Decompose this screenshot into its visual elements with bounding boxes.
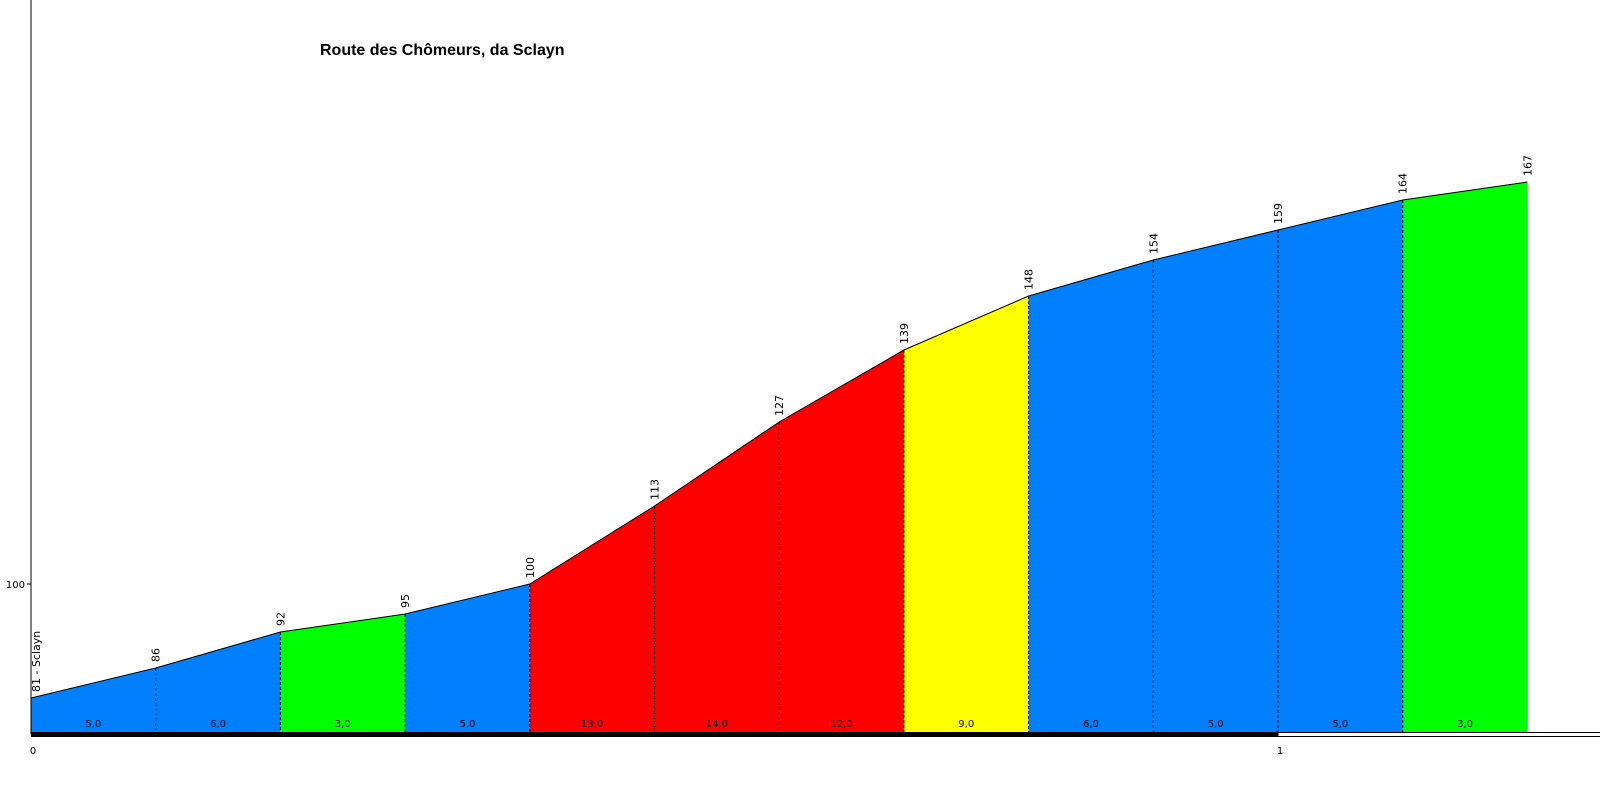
gradient-label: 9,0 — [958, 719, 974, 730]
gradient-label: 3,0 — [1457, 719, 1473, 730]
gradient-segment — [1028, 260, 1154, 732]
elevation-label: 167 — [1521, 155, 1534, 176]
elevation-label: 113 — [649, 479, 662, 500]
gradient-label: 5,0 — [85, 719, 101, 730]
gradient-label: 5,0 — [1332, 719, 1348, 730]
elevation-label: 139 — [898, 323, 911, 344]
gradient-segment — [280, 614, 406, 732]
gradient-segment — [1153, 230, 1278, 732]
gradient-segment — [155, 632, 281, 732]
gradient-labels: 5,0 6,0 3,0 5,0 13,0 14,0 12,0 9,0 6,0 5,0 5,0 3,0 — [85, 719, 1473, 730]
elevation-label: 81 - Sclayn — [30, 631, 43, 692]
y-tick-label: 100 — [6, 580, 25, 591]
segment-dividers — [155, 200, 1404, 732]
gradient-segment — [903, 296, 1029, 732]
gradient-segment — [529, 506, 655, 732]
elevation-labels: 81 - Sclayn 86 92 95 100 113 127 139 148 154 159 16… — [30, 155, 1534, 692]
gradient-segment — [779, 350, 904, 732]
gradient-segments — [31, 182, 1528, 732]
x-tick-label: 0 — [30, 746, 36, 757]
elevation-label: 159 — [1272, 203, 1285, 224]
gradient-label: 6,0 — [1083, 719, 1099, 730]
y-axis-ticks: 100 — [6, 580, 31, 591]
gradient-label: 14,0 — [706, 719, 728, 730]
distance-scale-bar — [31, 732, 1600, 737]
elevation-label: 148 — [1023, 269, 1036, 290]
gradient-label: 13,0 — [581, 719, 603, 730]
elevation-label: 164 — [1397, 173, 1410, 194]
gradient-label: 6,0 — [210, 719, 226, 730]
elevation-label: 154 — [1147, 233, 1160, 254]
distance-bar-white — [1277, 732, 1600, 737]
elevation-label: 95 — [399, 594, 412, 608]
gradient-segment — [654, 422, 780, 732]
elevation-label: 86 — [150, 648, 163, 662]
elevation-label: 92 — [274, 612, 287, 626]
elevation-label: 100 — [524, 557, 537, 578]
elevation-label: 127 — [773, 395, 786, 416]
gradient-label: 5,0 — [459, 719, 475, 730]
gradient-segment — [1278, 200, 1403, 732]
elevation-profile-line — [30, 181, 1528, 699]
gradient-label: 5,0 — [1208, 719, 1224, 730]
gradient-segment — [1402, 182, 1528, 732]
gradient-label: 12,0 — [830, 719, 852, 730]
gradient-label: 3,0 — [335, 719, 351, 730]
distance-bar-black — [31, 732, 1278, 737]
gradient-segment — [405, 584, 530, 732]
x-tick-label: 1 — [1277, 746, 1283, 757]
gradient-segment — [31, 668, 156, 732]
chart-title: Route des Chômeurs, da Sclayn — [320, 42, 565, 59]
